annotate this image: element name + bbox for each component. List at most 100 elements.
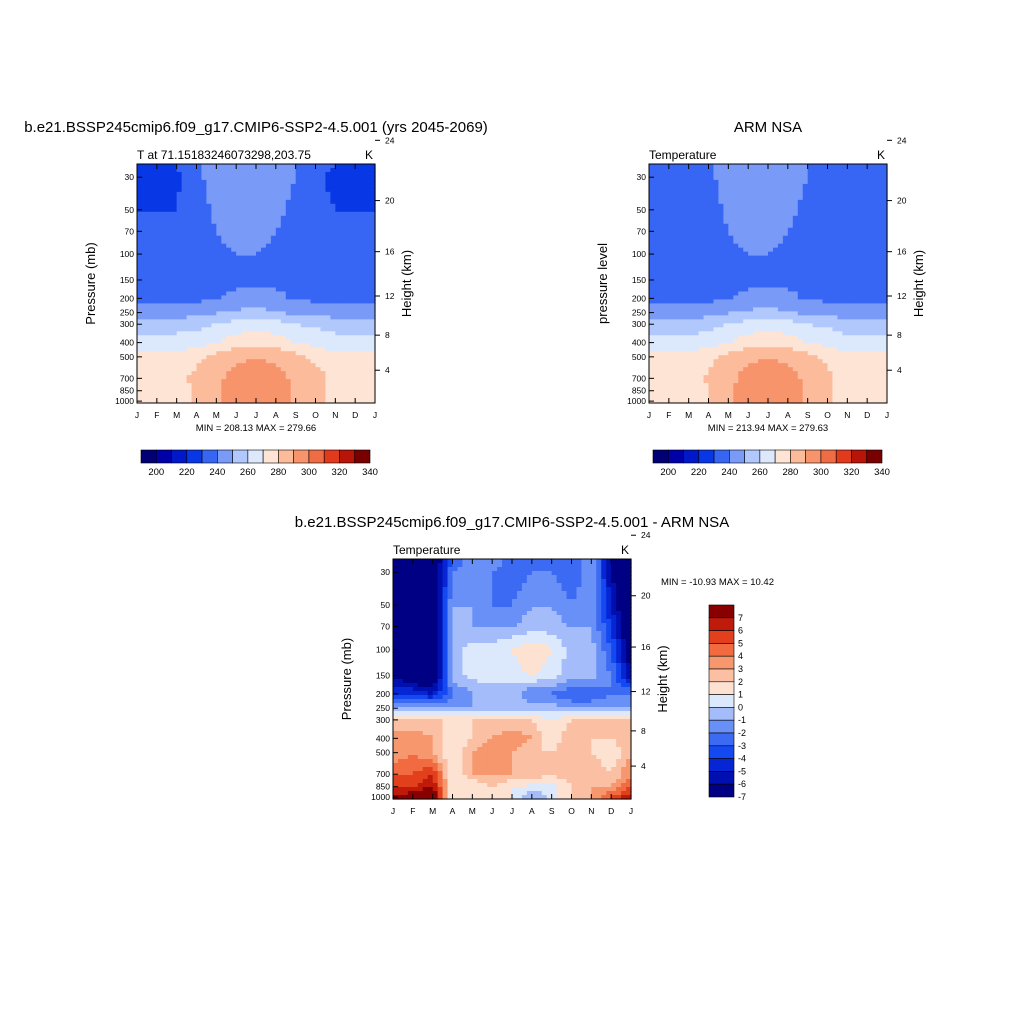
heatmap-cell bbox=[743, 327, 749, 332]
heatmap-cell bbox=[688, 323, 695, 328]
heatmap-cell bbox=[822, 251, 829, 257]
heatmap-cell bbox=[206, 303, 212, 308]
heatmap-cell bbox=[807, 227, 814, 233]
heatmap-cell bbox=[733, 291, 739, 297]
heatmap-cell bbox=[663, 311, 670, 316]
heatmap-cell bbox=[146, 251, 153, 257]
heatmap-cell bbox=[365, 235, 371, 241]
heatmap-cell bbox=[335, 259, 341, 265]
heatmap-cell bbox=[688, 271, 695, 277]
heatmap-cell bbox=[802, 207, 809, 213]
heatmap-cell bbox=[161, 311, 168, 316]
heatmap-cell bbox=[663, 239, 670, 245]
heatmap-cell bbox=[176, 187, 183, 193]
heatmap-cell bbox=[206, 171, 212, 177]
heatmap-cell bbox=[867, 263, 873, 269]
heatmap-cell bbox=[290, 211, 297, 217]
heatmap-cell bbox=[161, 379, 168, 384]
heatmap-cell bbox=[782, 179, 789, 185]
heatmap-cell bbox=[867, 287, 873, 293]
heatmap-cell bbox=[280, 251, 287, 257]
heatmap-cell bbox=[265, 379, 272, 384]
heatmap-cell bbox=[693, 299, 700, 305]
heatmap-cell bbox=[295, 247, 302, 253]
heatmap-cell bbox=[350, 243, 356, 249]
heatmap-cell bbox=[753, 283, 759, 289]
heatmap-cell bbox=[782, 271, 789, 277]
heatmap-cell bbox=[827, 323, 834, 328]
panel1-colorbar-box bbox=[155, 449, 172, 464]
heatmap-cell bbox=[772, 291, 779, 297]
heatmap-cell bbox=[827, 263, 834, 269]
heatmap-cell bbox=[653, 287, 660, 293]
heatmap-cell bbox=[678, 175, 685, 181]
heatmap-cell bbox=[161, 275, 168, 281]
heatmap-cell bbox=[678, 227, 685, 233]
heatmap-cell bbox=[137, 299, 143, 305]
heatmap-cell bbox=[305, 295, 312, 301]
heatmap-cell bbox=[246, 303, 252, 308]
heatmap-cell bbox=[141, 347, 148, 352]
heatmap-cell bbox=[713, 179, 720, 185]
heatmap-cell bbox=[236, 267, 242, 273]
heatmap-cell bbox=[216, 359, 222, 364]
heatmap-cell bbox=[738, 167, 744, 173]
heatmap-cell bbox=[812, 203, 819, 209]
heatmap-cell bbox=[772, 203, 779, 209]
heatmap-cell bbox=[360, 231, 366, 237]
heatmap-cell bbox=[201, 339, 208, 344]
heatmap-cell bbox=[265, 211, 272, 217]
heatmap-cell bbox=[236, 223, 242, 229]
heatmap-cell bbox=[216, 271, 222, 277]
heatmap-cell bbox=[822, 175, 829, 181]
heatmap-cell bbox=[280, 247, 287, 253]
heatmap-cell bbox=[151, 251, 158, 257]
heatmap-cell bbox=[186, 271, 193, 277]
heatmap-cell bbox=[772, 195, 779, 201]
heatmap-cell bbox=[748, 195, 754, 201]
heatmap-cell bbox=[156, 215, 163, 221]
heatmap-cell bbox=[857, 315, 863, 320]
heatmap-cell bbox=[246, 179, 252, 185]
heatmap-cell bbox=[668, 307, 675, 312]
heatmap-cell bbox=[733, 299, 739, 305]
heatmap-cell bbox=[340, 303, 346, 308]
heatmap-cell bbox=[191, 387, 198, 392]
heatmap-cell bbox=[320, 179, 327, 185]
heatmap-cell bbox=[787, 235, 794, 241]
heatmap-cell bbox=[206, 263, 212, 269]
heatmap-cell bbox=[181, 335, 188, 340]
heatmap-cell bbox=[186, 319, 193, 324]
heatmap-cell bbox=[728, 247, 734, 253]
heatmap-cell bbox=[832, 255, 839, 261]
heatmap-cell bbox=[345, 267, 351, 273]
heatmap-cell bbox=[817, 259, 824, 265]
heatmap-cell bbox=[807, 287, 814, 293]
heatmap-cell bbox=[673, 255, 680, 261]
heatmap-cell bbox=[678, 251, 685, 257]
heatmap-cell bbox=[141, 339, 148, 344]
heatmap-cell bbox=[146, 347, 153, 352]
heatmap-cell bbox=[360, 343, 366, 348]
heatmap-cell bbox=[191, 339, 198, 344]
heatmap-cell bbox=[315, 255, 322, 261]
heatmap-cell bbox=[325, 311, 331, 316]
heatmap-cell bbox=[733, 164, 739, 169]
heatmap-cell bbox=[270, 391, 277, 396]
heatmap-cell bbox=[260, 239, 267, 245]
heatmap-cell bbox=[758, 291, 764, 297]
heatmap-cell bbox=[360, 295, 366, 301]
heatmap-cell bbox=[797, 195, 804, 201]
heatmap-cell bbox=[236, 319, 242, 324]
heatmap-cell bbox=[649, 179, 655, 185]
heatmap-cell bbox=[256, 315, 262, 320]
heatmap-cell bbox=[246, 227, 252, 233]
heatmap-cell bbox=[275, 171, 282, 177]
heatmap-cell bbox=[191, 335, 198, 340]
heatmap-cell bbox=[668, 311, 675, 316]
panel1-colorbar-label: 260 bbox=[240, 467, 256, 478]
heatmap-cell bbox=[196, 219, 203, 225]
heatmap-cell bbox=[196, 175, 203, 181]
heatmap-cell bbox=[802, 183, 809, 189]
heatmap-cell bbox=[216, 223, 222, 229]
